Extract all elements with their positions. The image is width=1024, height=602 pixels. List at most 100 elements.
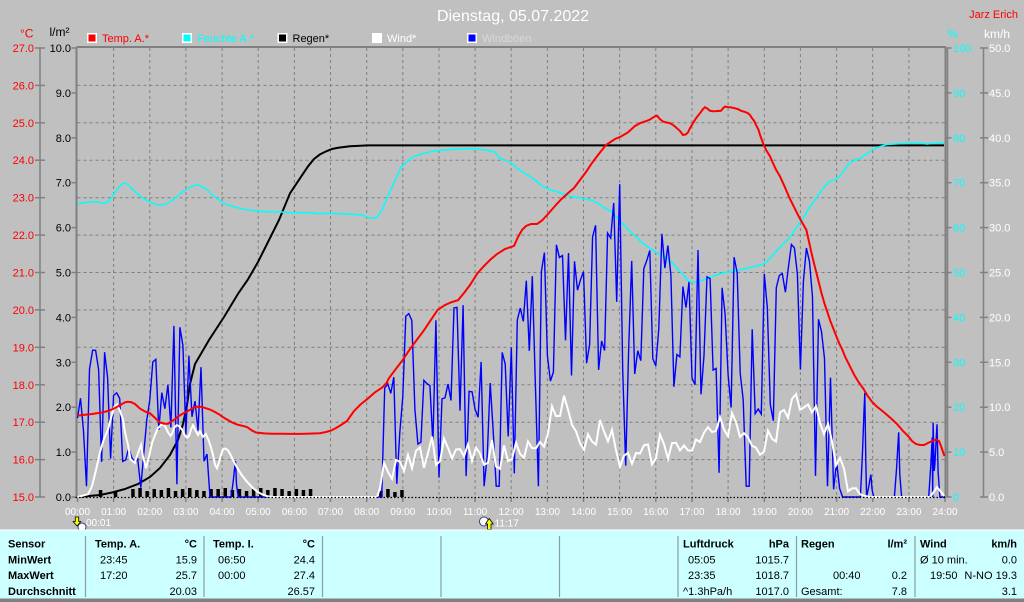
svg-text:03:00: 03:00 — [173, 507, 198, 518]
svg-text:27.4: 27.4 — [294, 570, 315, 582]
svg-text:Temp. A.: Temp. A. — [95, 539, 140, 551]
svg-text:15.9: 15.9 — [176, 554, 197, 566]
svg-text:17:20: 17:20 — [100, 570, 128, 582]
svg-text:17.0: 17.0 — [13, 417, 34, 429]
svg-text:1015.7: 1015.7 — [755, 554, 789, 566]
svg-text:16.0: 16.0 — [13, 455, 34, 467]
svg-text:3.1: 3.1 — [1002, 586, 1017, 598]
svg-text:5.0: 5.0 — [989, 447, 1004, 459]
svg-text:Feuchte A.*: Feuchte A.* — [197, 33, 255, 45]
svg-text:°C: °C — [20, 27, 34, 41]
svg-text:02:00: 02:00 — [137, 507, 162, 518]
svg-text:16:00: 16:00 — [643, 507, 668, 518]
svg-text:100: 100 — [953, 43, 971, 55]
svg-text:13:00: 13:00 — [535, 507, 560, 518]
svg-text:10:00: 10:00 — [426, 507, 451, 518]
svg-text:1017.0: 1017.0 — [755, 586, 789, 598]
svg-text:4.0: 4.0 — [56, 312, 71, 324]
svg-text:km/h: km/h — [984, 27, 1010, 41]
svg-text:l/m²: l/m² — [50, 25, 70, 39]
svg-text:hPa: hPa — [769, 539, 790, 551]
svg-text:70: 70 — [953, 178, 965, 190]
svg-text:^1.3hPa/h: ^1.3hPa/h — [683, 586, 732, 598]
svg-text:Regen: Regen — [801, 539, 835, 551]
svg-text:40.0: 40.0 — [989, 133, 1010, 145]
svg-text:19:50: 19:50 — [930, 570, 958, 582]
svg-text:Dienstag, 05.07.2022: Dienstag, 05.07.2022 — [437, 8, 589, 25]
svg-text:26.57: 26.57 — [287, 586, 315, 598]
svg-text:MaxWert: MaxWert — [8, 570, 54, 582]
svg-text:0.0: 0.0 — [56, 492, 71, 504]
svg-text:26.0: 26.0 — [13, 80, 34, 92]
svg-text:11:00: 11:00 — [463, 507, 488, 518]
svg-text:15.0: 15.0 — [13, 492, 34, 504]
svg-text:10: 10 — [953, 447, 965, 459]
svg-text:Wind*: Wind* — [387, 33, 417, 45]
svg-text:25.7: 25.7 — [176, 570, 197, 582]
svg-text:Durchschnitt: Durchschnitt — [8, 586, 76, 598]
svg-text:22:00: 22:00 — [860, 507, 885, 518]
svg-text:35.0: 35.0 — [989, 178, 1010, 190]
svg-text:9.0: 9.0 — [56, 88, 71, 100]
svg-text:km/h: km/h — [991, 539, 1017, 551]
svg-text:Wind: Wind — [920, 539, 947, 551]
svg-text:MinWert: MinWert — [8, 554, 52, 566]
svg-text:22.0: 22.0 — [13, 230, 34, 242]
svg-text:10.0: 10.0 — [989, 402, 1010, 414]
svg-text:17:00: 17:00 — [679, 507, 704, 518]
svg-text:14:00: 14:00 — [571, 507, 596, 518]
svg-text:00:01: 00:01 — [86, 518, 111, 529]
svg-text:00:00: 00:00 — [65, 507, 90, 518]
svg-text:21:00: 21:00 — [824, 507, 849, 518]
svg-text:Ø 10 min.: Ø 10 min. — [920, 554, 968, 566]
svg-text:09:00: 09:00 — [390, 507, 415, 518]
svg-text:19.0: 19.0 — [13, 342, 34, 354]
svg-text:Temp. A.*: Temp. A.* — [102, 33, 150, 45]
svg-text:20.03: 20.03 — [169, 586, 197, 598]
svg-text:05:05: 05:05 — [688, 554, 716, 566]
svg-text:Windböen: Windböen — [482, 33, 532, 45]
svg-text:%: % — [947, 27, 958, 41]
svg-text:20.0: 20.0 — [989, 312, 1010, 324]
svg-text:27.0: 27.0 — [13, 43, 34, 55]
svg-text:1.0: 1.0 — [56, 447, 71, 459]
svg-text:7.0: 7.0 — [56, 178, 71, 190]
svg-text:0.0: 0.0 — [989, 492, 1004, 504]
svg-text:06:50: 06:50 — [218, 554, 246, 566]
svg-text:10.0: 10.0 — [50, 43, 71, 55]
svg-text:18.0: 18.0 — [13, 380, 34, 392]
svg-text:6.0: 6.0 — [56, 223, 71, 235]
svg-text:1018.7: 1018.7 — [755, 570, 789, 582]
svg-text:°C: °C — [185, 539, 197, 551]
svg-text:24.0: 24.0 — [13, 155, 34, 167]
svg-text:25.0: 25.0 — [13, 118, 34, 130]
svg-text:Gesamt:: Gesamt: — [801, 586, 843, 598]
svg-text:24.4: 24.4 — [294, 554, 315, 566]
svg-text:20.0: 20.0 — [13, 305, 34, 317]
svg-text:06:00: 06:00 — [282, 507, 307, 518]
svg-text:0.2: 0.2 — [892, 570, 907, 582]
svg-text:40: 40 — [953, 312, 965, 324]
svg-text:2.0: 2.0 — [56, 402, 71, 414]
svg-text:01:00: 01:00 — [101, 507, 126, 518]
svg-text:50.0: 50.0 — [989, 43, 1010, 55]
svg-text:05:00: 05:00 — [246, 507, 271, 518]
svg-text:00:00: 00:00 — [218, 570, 246, 582]
svg-text:23:45: 23:45 — [100, 554, 128, 566]
svg-text:90: 90 — [953, 88, 965, 100]
svg-text:07:00: 07:00 — [318, 507, 343, 518]
svg-text:Jarz Erich: Jarz Erich — [969, 9, 1018, 21]
svg-text:°C: °C — [303, 539, 315, 551]
svg-text:20:00: 20:00 — [788, 507, 813, 518]
svg-text:45.0: 45.0 — [989, 88, 1010, 100]
svg-text:30: 30 — [953, 357, 965, 369]
svg-text:19:00: 19:00 — [752, 507, 777, 518]
svg-text:30.0: 30.0 — [989, 223, 1010, 235]
svg-text:23:35: 23:35 — [688, 570, 716, 582]
svg-text:8.0: 8.0 — [56, 133, 71, 145]
svg-text:Temp. I.: Temp. I. — [213, 539, 254, 551]
svg-text:21.0: 21.0 — [13, 268, 34, 280]
svg-text:12:00: 12:00 — [499, 507, 524, 518]
svg-text:Regen*: Regen* — [293, 33, 330, 45]
svg-text:l/m²: l/m² — [887, 539, 907, 551]
